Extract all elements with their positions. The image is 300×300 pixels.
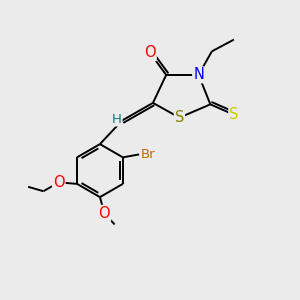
Text: N: N bbox=[193, 68, 204, 82]
Text: Br: Br bbox=[141, 148, 156, 161]
Text: O: O bbox=[53, 175, 64, 190]
Text: S: S bbox=[175, 110, 184, 125]
Text: O: O bbox=[98, 206, 110, 221]
Text: S: S bbox=[229, 107, 239, 122]
Text: H: H bbox=[112, 112, 122, 126]
Text: O: O bbox=[144, 45, 156, 60]
